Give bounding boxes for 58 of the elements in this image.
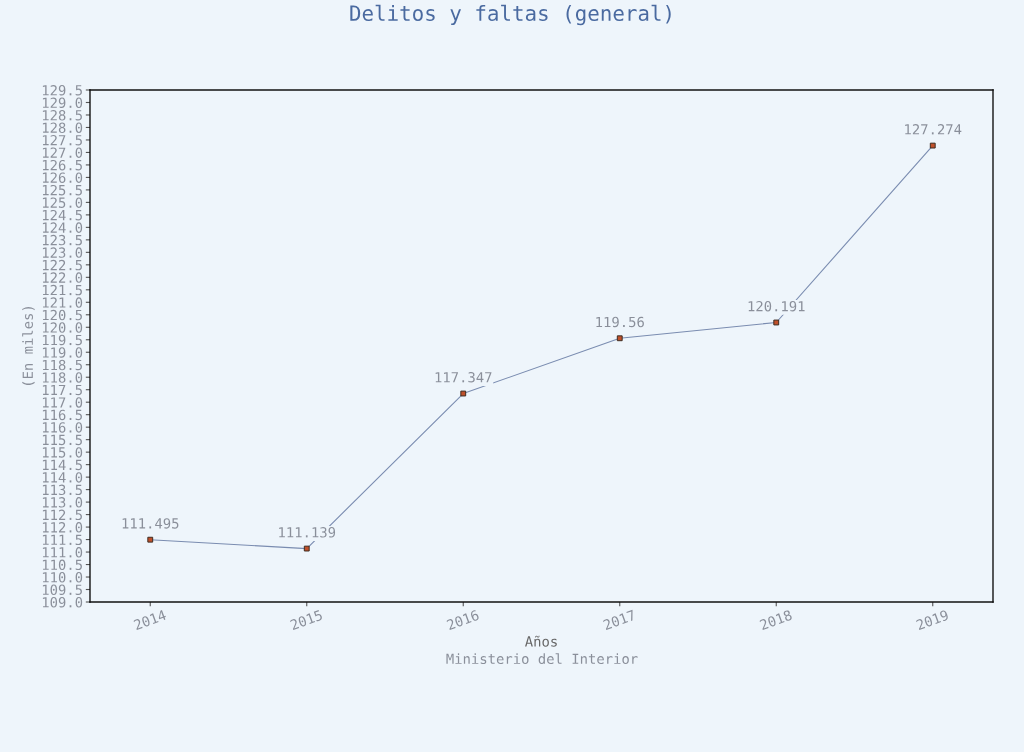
y-tick-label: 127.0	[42, 147, 83, 158]
y-tick-label: 115.0	[42, 447, 83, 458]
x-tick-label: 2016	[446, 609, 480, 631]
data-label: 111.495	[122, 518, 179, 529]
y-tick-label: 120.0	[42, 322, 83, 333]
data-label: 111.139	[279, 527, 336, 538]
y-tick-label: 128.5	[42, 109, 82, 121]
x-tick-label: 2017	[602, 609, 636, 631]
y-tick-label: 109.5	[42, 584, 82, 596]
y-tick-label: 110.5	[42, 559, 82, 571]
text: Ministerio del Interior	[446, 653, 638, 665]
x-tick-label: 2018	[759, 609, 793, 631]
data-label: 120.191	[748, 300, 805, 312]
y-tick-label: 124.5	[42, 209, 82, 221]
y-tick-label: 119.0	[42, 347, 83, 358]
data-label: 127.274	[905, 124, 962, 135]
y-tick-label: 116.0	[42, 422, 83, 433]
y-tick-label: 128.0	[42, 122, 83, 133]
y-tick-label: 121.5	[42, 284, 82, 296]
y-tick-label: 111.5	[42, 534, 82, 546]
y-tick-label: 122.5	[42, 259, 82, 271]
x-tick-label: 2019	[915, 609, 949, 631]
y-tick-label: 119.5	[42, 334, 82, 346]
y-tick-label: 110.0	[42, 572, 83, 583]
y-tick-label: 125.5	[42, 184, 82, 196]
y-tick-label: 126.0	[42, 172, 83, 183]
x-axis-title: Años	[525, 635, 557, 647]
y-tick-label: 117.5	[42, 384, 82, 396]
y-tick-label: 112.5	[42, 509, 82, 521]
y-tick-label: 109.0	[42, 597, 83, 608]
y-tick-label: 123.0	[42, 247, 83, 258]
y-tick-label: 124.0	[42, 222, 83, 233]
y-tick-label: 114.5	[42, 459, 82, 471]
y-tick-label: 114.0	[42, 472, 83, 483]
x-tick-label: 2015	[289, 609, 323, 631]
y-tick-label: 129.0	[42, 97, 83, 108]
y-tick-label: 111.0	[42, 547, 83, 558]
y-tick-label: 129.5	[42, 85, 82, 96]
y-tick-label: 112.0	[42, 522, 83, 533]
y-tick-label: 126.5	[42, 159, 82, 171]
y-tick-label: 120.5	[42, 309, 82, 321]
y-tick-label: 125.0	[42, 197, 83, 208]
chart-title: Delitos y faltas (general)	[350, 4, 671, 26]
data-label: 119.56	[596, 316, 644, 328]
y-tick-label: 113.0	[42, 497, 83, 508]
y-axis-title: (En miles)	[22, 307, 35, 385]
y-tick-label: 115.5	[42, 434, 82, 446]
y-tick-label: 127.5	[42, 134, 82, 146]
y-tick-label: 116.5	[42, 409, 82, 421]
y-tick-label: 117.0	[42, 397, 83, 408]
y-tick-label: 121.0	[42, 297, 83, 308]
y-tick-label: 118.0	[42, 372, 83, 383]
y-tick-label: 123.5	[42, 234, 82, 246]
y-tick-label: 113.5	[42, 484, 82, 496]
x-tick-label: 2014	[133, 609, 167, 631]
data-label: 117.347	[435, 372, 492, 383]
y-tick-label: 122.0	[42, 272, 83, 283]
y-tick-label: 118.5	[42, 359, 82, 371]
